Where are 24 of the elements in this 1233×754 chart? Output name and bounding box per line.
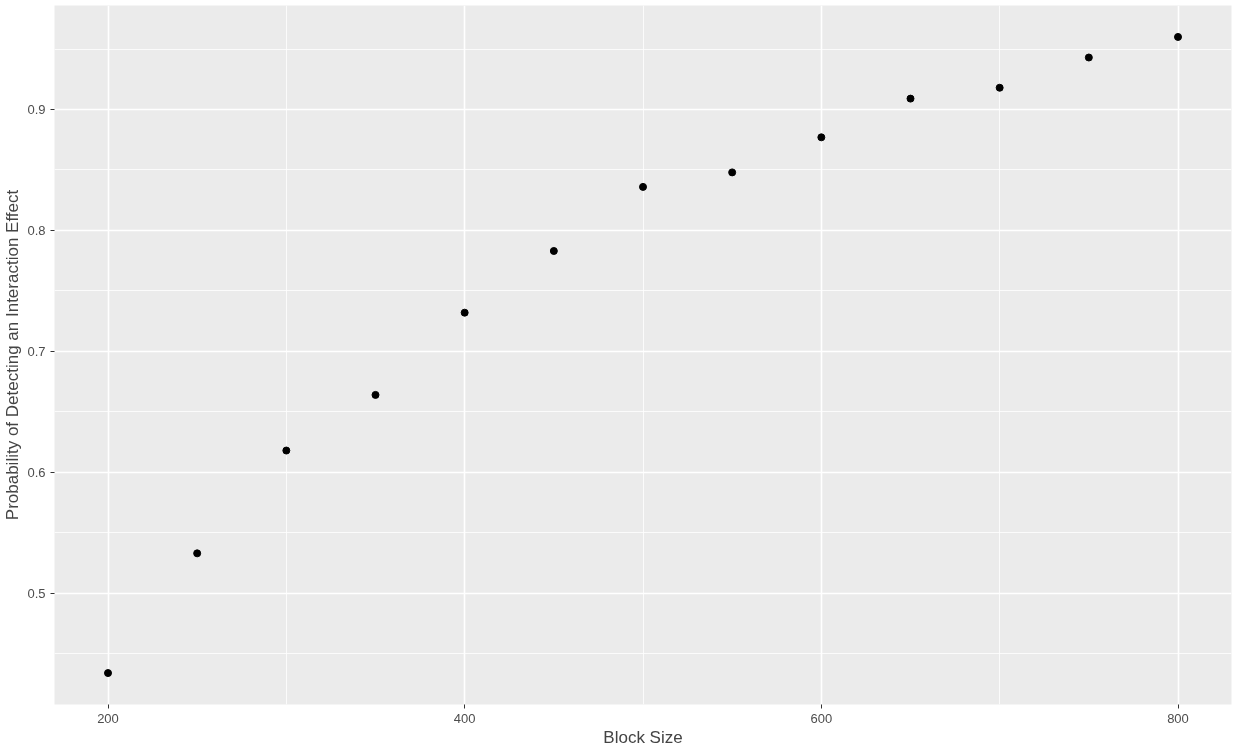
point <box>1174 32 1182 41</box>
point <box>817 133 826 142</box>
point <box>460 308 469 317</box>
y-axis-title: Probability of Detecting an Interaction Effect <box>3 189 23 521</box>
x-tick-label: 400 <box>453 710 476 726</box>
x-tick-label: 200 <box>97 710 119 726</box>
y-tick-label: 0.9 <box>27 102 46 117</box>
y-tick-label: 0.7 <box>27 343 46 359</box>
x-tick-label: 600 <box>810 710 833 726</box>
point <box>995 83 1004 92</box>
point <box>193 549 202 558</box>
point <box>728 168 737 177</box>
x-axis-title: Block Size <box>603 727 683 747</box>
point <box>549 247 558 255</box>
point <box>639 182 647 191</box>
point <box>371 390 380 399</box>
point <box>906 94 915 103</box>
point <box>1084 53 1093 62</box>
point <box>282 446 291 455</box>
x-tick-label: 800 <box>1167 710 1189 726</box>
y-tick-label: 0.6 <box>27 464 46 480</box>
y-tick-label: 0.5 <box>27 585 46 601</box>
point <box>104 669 112 678</box>
y-tick-label: 0.8 <box>27 222 46 238</box>
